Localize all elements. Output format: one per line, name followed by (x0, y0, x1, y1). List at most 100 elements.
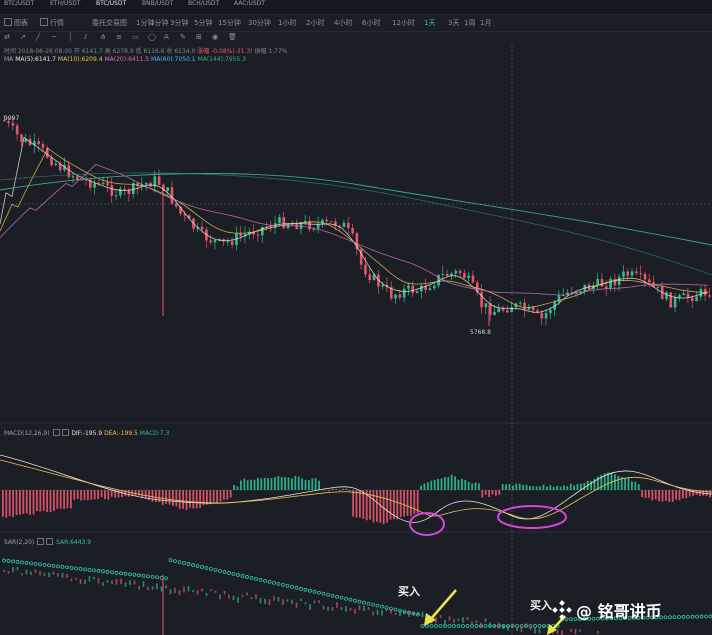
ma144-value: MA(144):7955.3 (197, 56, 246, 63)
chart-mode-button[interactable]: 图表 (4, 18, 28, 28)
macd-bar (39, 490, 42, 512)
tool-expand-icon[interactable]: ⇄ (4, 33, 10, 41)
macd-bar (144, 490, 147, 499)
tool-vline-icon[interactable]: │ (68, 33, 73, 41)
sar-settings-icon[interactable] (37, 538, 45, 545)
macd-close-icon[interactable] (61, 429, 69, 436)
sar-candle (462, 617, 464, 623)
moving-average-lines (0, 136, 712, 313)
macd-bar (467, 481, 470, 490)
sar-candle (255, 594, 257, 600)
macd-bar (148, 490, 150, 501)
sar-dot (83, 567, 87, 572)
timeframe-14[interactable]: 1周 (464, 19, 476, 27)
timeframe-12-active[interactable]: 1天 (424, 19, 436, 27)
pair-tab-eth-usdt[interactable]: ETH/USDT (50, 0, 81, 7)
candle-body (218, 238, 221, 241)
sar-candle (309, 604, 311, 610)
sar-dot (29, 561, 33, 566)
tool-arrow-icon[interactable]: ↗ (20, 33, 26, 41)
sar-dot (434, 624, 438, 628)
candle-body (170, 187, 174, 204)
tool-pitchfork-icon[interactable]: ⋔ (100, 33, 106, 41)
sar-candle (349, 607, 352, 611)
macd-bar (440, 478, 443, 490)
sar-dot (384, 605, 389, 610)
timeframe-9[interactable]: 4小时 (334, 19, 353, 27)
timeframe-15[interactable]: 1月 (480, 19, 492, 27)
timeframe-7[interactable]: 1小时 (278, 19, 297, 27)
tool-channel-icon[interactable]: ⫽ (84, 33, 88, 41)
candle-body (97, 183, 101, 185)
tool-eye-icon[interactable]: ◉ (212, 33, 219, 41)
candle-body (15, 125, 19, 135)
sar-close-icon[interactable] (46, 538, 54, 545)
timeframe-8[interactable]: 2小时 (306, 19, 325, 27)
sar-dot (321, 591, 326, 596)
candle-body (329, 221, 333, 223)
pair-tab-btc-usdt[interactable]: BTC/USDT (4, 0, 35, 7)
pair-tab-aac-usdt[interactable]: AAC/USDT (234, 0, 265, 7)
macd-bar (705, 490, 708, 496)
sar-candle (340, 607, 343, 611)
tool-trash-icon[interactable]: 🗑 (228, 33, 237, 41)
macd-bar (365, 490, 368, 521)
timeframe-5[interactable]: 15分钟 (218, 19, 241, 27)
pair-tab-btc-usdt-active[interactable]: BTC/USDT (96, 0, 127, 7)
timeframe-4[interactable]: 5分钟 (194, 19, 213, 27)
macd-bar (59, 490, 62, 509)
macd-bar (141, 490, 144, 499)
chart-grid (0, 46, 712, 635)
sar-candle (448, 616, 451, 621)
tool-ellipse-icon[interactable]: ◯ (148, 33, 156, 41)
tool-measure-icon[interactable]: ⊞ (196, 33, 202, 41)
macd-bar (253, 479, 256, 490)
macd-settings-icon[interactable] (52, 429, 60, 436)
sar-dot (591, 616, 596, 621)
timeframe-2[interactable]: 1分钟 (150, 19, 169, 27)
sar-candle (394, 612, 397, 616)
macd-bar (607, 472, 609, 490)
timeframe-11[interactable]: 12小时 (392, 19, 415, 27)
timeframe-10[interactable]: 6小时 (362, 19, 381, 27)
tool-hline-icon[interactable]: ─ (52, 33, 57, 41)
sar-dot (236, 573, 240, 577)
candle-body (119, 188, 122, 196)
candle-body (540, 312, 544, 319)
candle-body (381, 284, 384, 287)
macd-dif-value: DIF:-195.9 (71, 430, 103, 437)
candle-body (11, 122, 15, 126)
tool-fib-icon[interactable]: ≡ (116, 33, 122, 41)
tool-rect-icon[interactable]: ▭ (132, 33, 139, 41)
sar-candle (106, 580, 109, 583)
quote-icon (40, 18, 48, 26)
timeframe-6[interactable]: 30分钟 (248, 19, 271, 27)
sar-dot (605, 616, 609, 621)
candle-body (415, 291, 419, 293)
order-chart-button[interactable]: 委托交易图 (92, 19, 127, 27)
candle-body (682, 293, 685, 295)
timeframe-1[interactable]: 1分钟 (136, 19, 155, 27)
sar-dot (456, 624, 461, 628)
tool-text-icon[interactable]: A (164, 33, 169, 41)
macd-bar (532, 486, 535, 490)
tool-brush-icon[interactable]: ✎ (180, 33, 186, 41)
quote-mode-button[interactable]: 行情 (40, 18, 64, 28)
candle-body (635, 271, 638, 274)
timeframe-3[interactable]: 3分钟 (170, 19, 189, 27)
macd-bar (100, 490, 103, 498)
sar-dot (596, 616, 600, 621)
timeframe-13[interactable]: 3天 (448, 19, 460, 27)
pair-tab-bnb-usdt[interactable]: BNB/USDT (142, 0, 174, 7)
sar-candle (417, 611, 419, 615)
sar-candle (390, 609, 392, 614)
candle-body (471, 275, 475, 283)
sar-dot (2, 558, 6, 563)
macd-bar (359, 490, 361, 518)
tool-line-icon[interactable]: ╱ (36, 33, 41, 41)
pair-tab-bch-usdt[interactable]: BCH/USDT (188, 0, 220, 7)
sar-dot (686, 614, 690, 619)
macd-bar (270, 478, 273, 490)
macd-bar (491, 490, 494, 495)
